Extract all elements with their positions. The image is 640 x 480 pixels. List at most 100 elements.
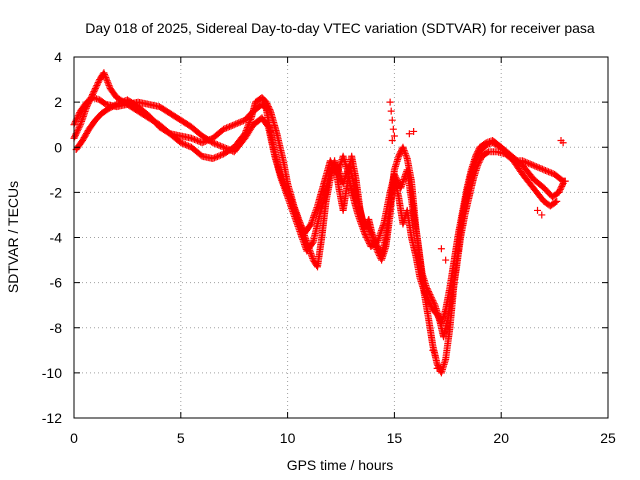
data-point [203,137,211,145]
data-point [537,165,545,173]
data-point [295,217,303,225]
data-point [474,146,482,154]
data-point [538,165,546,173]
data-point [423,285,431,293]
data-point [117,98,125,106]
data-point [328,161,336,169]
data-point [224,123,232,131]
data-point [76,122,84,130]
data-point [475,158,483,166]
data-point [209,155,217,163]
data-point [559,139,567,147]
data-point [229,121,237,129]
data-point [442,256,450,264]
data-point [93,80,101,88]
y-tick-label: 2 [54,94,62,110]
data-point [476,157,484,165]
data-point [365,224,373,232]
data-point [541,166,549,174]
data-point [434,361,442,369]
data-point [215,141,223,149]
data-point [100,69,108,77]
data-point [528,161,536,169]
data-point [230,121,238,129]
data-point [236,118,244,126]
data-point [555,188,563,196]
data-point [226,123,234,131]
x-tick-label: 20 [493,430,509,446]
data-point [296,218,304,226]
y-tick-label: 4 [54,49,62,65]
data-point [367,229,375,237]
data-point [395,152,403,160]
data-point [114,100,122,108]
data-point [403,153,411,161]
data-point [526,160,534,168]
data-point [232,120,240,128]
data-point [101,70,109,78]
y-tick-labels: 4 2 0 -2 -4 -6 -8 -10 -12 [42,49,62,426]
data-point [363,235,371,243]
data-point [286,193,294,201]
data-point [534,206,542,214]
data-point [218,143,226,151]
data-point [366,227,374,235]
data-point [433,364,441,372]
x-tick-labels: 0 5 10 15 20 25 [70,430,616,446]
data-point [296,220,304,228]
data-point [71,119,79,127]
data-point [327,158,335,166]
data-point [93,82,101,90]
data-point [426,291,434,299]
data-point [543,167,551,175]
data-point [365,238,373,246]
data-point [75,124,83,132]
data-point [262,98,270,106]
data-point [181,141,189,149]
data-point [392,173,400,181]
data-point [390,132,398,140]
data-point [216,142,224,150]
data-point [286,194,294,202]
data-point [298,223,306,231]
data-point [113,100,121,108]
x-axis-label: GPS time / hours [287,457,394,473]
data-point [91,86,99,94]
data-point [522,158,530,166]
data-point [213,153,221,161]
chart-title: Day 018 of 2025, Sidereal Day-to-day VTE… [85,20,595,36]
data-point [393,175,401,183]
x-tick-label: 25 [600,430,616,446]
data-point [548,169,556,177]
data-point [557,184,565,192]
data-point [215,152,223,160]
data-point [216,151,224,159]
data-point [297,221,305,229]
data-point [213,141,221,149]
data-point [105,81,113,89]
data-point [429,297,437,305]
data-point [410,127,418,135]
data-point [224,145,232,153]
data-point [386,98,394,106]
data-point [368,230,376,238]
data-point [111,101,119,109]
data-point [437,245,445,253]
data-point [223,124,231,132]
data-point [180,140,188,148]
data-point [220,125,228,133]
data-point [556,187,564,195]
data-point [477,155,485,163]
data-point [474,148,482,156]
data-point [227,122,235,130]
data-point [525,159,533,167]
data-point [520,157,528,165]
data-point [187,134,195,142]
data-point [326,157,334,165]
data-point [212,153,220,161]
data-point [195,137,203,145]
data-point [200,138,208,146]
data-point [532,163,540,171]
y-axis-label: SDTVAR / TECUs [5,181,21,293]
data-point [387,107,395,115]
